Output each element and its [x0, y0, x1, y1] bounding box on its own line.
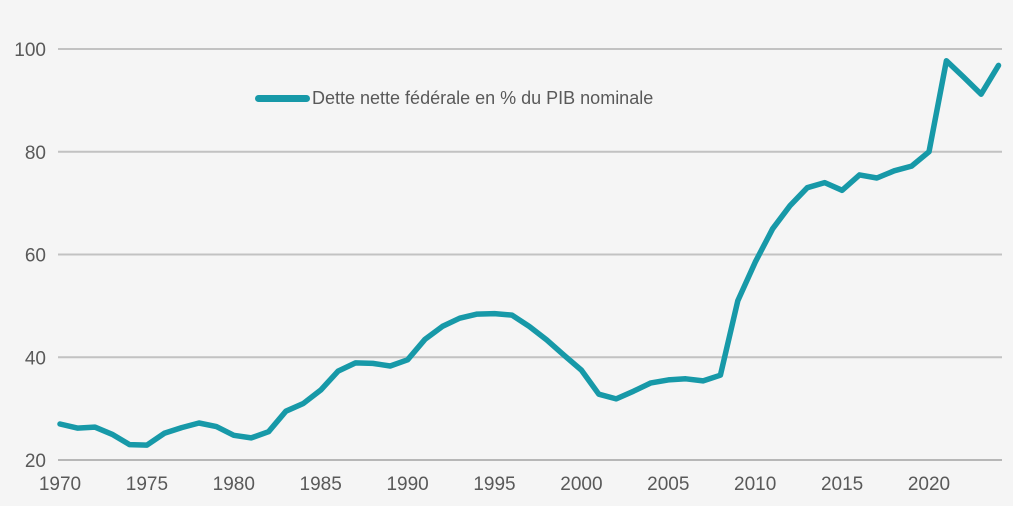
y-tick-label-20: 20: [25, 451, 46, 472]
legend-label: Dette nette fédérale en % du PIB nominal…: [312, 88, 654, 108]
y-tick-label-100: 100: [14, 40, 46, 61]
gridlines: [58, 48, 1002, 461]
x-tick-label-1970: 1970: [39, 474, 81, 495]
x-tick-label-2015: 2015: [821, 474, 863, 495]
x-tick-label-1980: 1980: [213, 474, 255, 495]
y-tick-label-40: 40: [25, 348, 46, 369]
x-axis-tick-labels: 1970 1975 1980 1985 1990 1995 2000 2005 2010 2015…: [39, 474, 950, 495]
x-tick-label-1995: 1995: [473, 474, 515, 495]
y-tick-label-60: 60: [25, 246, 46, 267]
debt-series-line: [57, 58, 1002, 448]
y-axis-tick-labels: 20 40 60 80 100: [14, 40, 46, 472]
x-tick-label-2010: 2010: [734, 474, 776, 495]
x-tick-label-1975: 1975: [126, 474, 168, 495]
x-tick-label-1985: 1985: [300, 474, 342, 495]
legend-line-marker-icon: [255, 94, 310, 102]
x-tick-label-2020: 2020: [908, 474, 950, 495]
x-tick-label-2005: 2005: [647, 474, 689, 495]
x-tick-label-1990: 1990: [386, 474, 428, 495]
y-tick-label-80: 80: [25, 143, 46, 164]
legend: Dette nette fédérale en % du PIB nominal…: [255, 87, 653, 109]
x-tick-label-2000: 2000: [560, 474, 602, 495]
